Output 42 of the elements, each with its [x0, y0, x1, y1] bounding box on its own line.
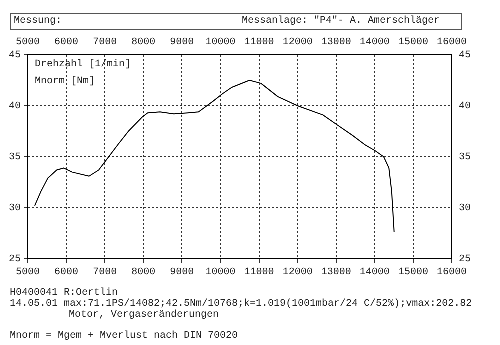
- text: Motor, Vergaseränderungen: [69, 310, 220, 321]
- x2-tick-label: 13000: [321, 268, 352, 279]
- x-tick-label: 14000: [360, 38, 390, 49]
- x-tick-label: 5000: [16, 38, 40, 49]
- y-tick-label: 45: [8, 50, 21, 62]
- x-tick-label: 16000: [436, 38, 468, 49]
- text: H0400041 R:Oertlin: [10, 288, 118, 299]
- y-tick-label: 25: [8, 254, 21, 266]
- x2-tick-label: 7000: [93, 268, 118, 279]
- y-axis-title: Mnorm [Nm]: [35, 76, 96, 88]
- x2-tick-label: 12000: [282, 268, 313, 279]
- x2-tick-label: 9000: [170, 268, 194, 279]
- y2-tick-label: 45: [459, 50, 472, 62]
- x2-tick-label: 15000: [398, 268, 428, 279]
- x2-tick-label: 6000: [54, 268, 79, 279]
- y2-tick-label: 40: [459, 102, 472, 113]
- x-tick-label: 13000: [321, 38, 352, 49]
- x2-tick-label: 10000: [206, 268, 236, 279]
- x-tick-label: 12000: [282, 38, 313, 49]
- x2-tick-label: 5000: [16, 268, 40, 279]
- y2-tick-label: 25: [459, 254, 472, 266]
- text: Mnorm = Mgem + Mverlust nach DIN 70020: [10, 331, 240, 342]
- x-tick-label: 8000: [132, 38, 156, 49]
- x-axis-title: Drehzahl [1/min]: [35, 58, 132, 71]
- chart-subtitle: Messanlage: "P4"- A. Amerschläger: [242, 16, 440, 27]
- chart-title: Messung:: [14, 16, 62, 27]
- x2-tick-label: 14000: [360, 268, 390, 279]
- x-tick-label: 7000: [93, 38, 118, 49]
- y-tick-label: 30: [8, 204, 21, 215]
- y-tick-label: 35: [8, 152, 21, 164]
- x-tick-label: 11000: [244, 38, 274, 49]
- x-tick-label: 10000: [206, 38, 236, 49]
- y-tick-label: 40: [8, 102, 21, 113]
- y2-tick-label: 35: [459, 152, 472, 164]
- x-tick-label: 6000: [54, 38, 79, 49]
- x-tick-label: 9000: [170, 38, 194, 49]
- x2-tick-label: 11000: [244, 268, 274, 279]
- x2-tick-label: 16000: [436, 268, 468, 279]
- x-tick-label: 15000: [398, 38, 428, 49]
- text: 14.05.01 max:71.1PS/14082;42.5Nm/10768;k=1.019(1001mbar/24 C/52%);vmax:202.82: [10, 299, 472, 310]
- x2-tick-label: 8000: [132, 268, 156, 279]
- y2-tick-label: 30: [459, 204, 472, 215]
